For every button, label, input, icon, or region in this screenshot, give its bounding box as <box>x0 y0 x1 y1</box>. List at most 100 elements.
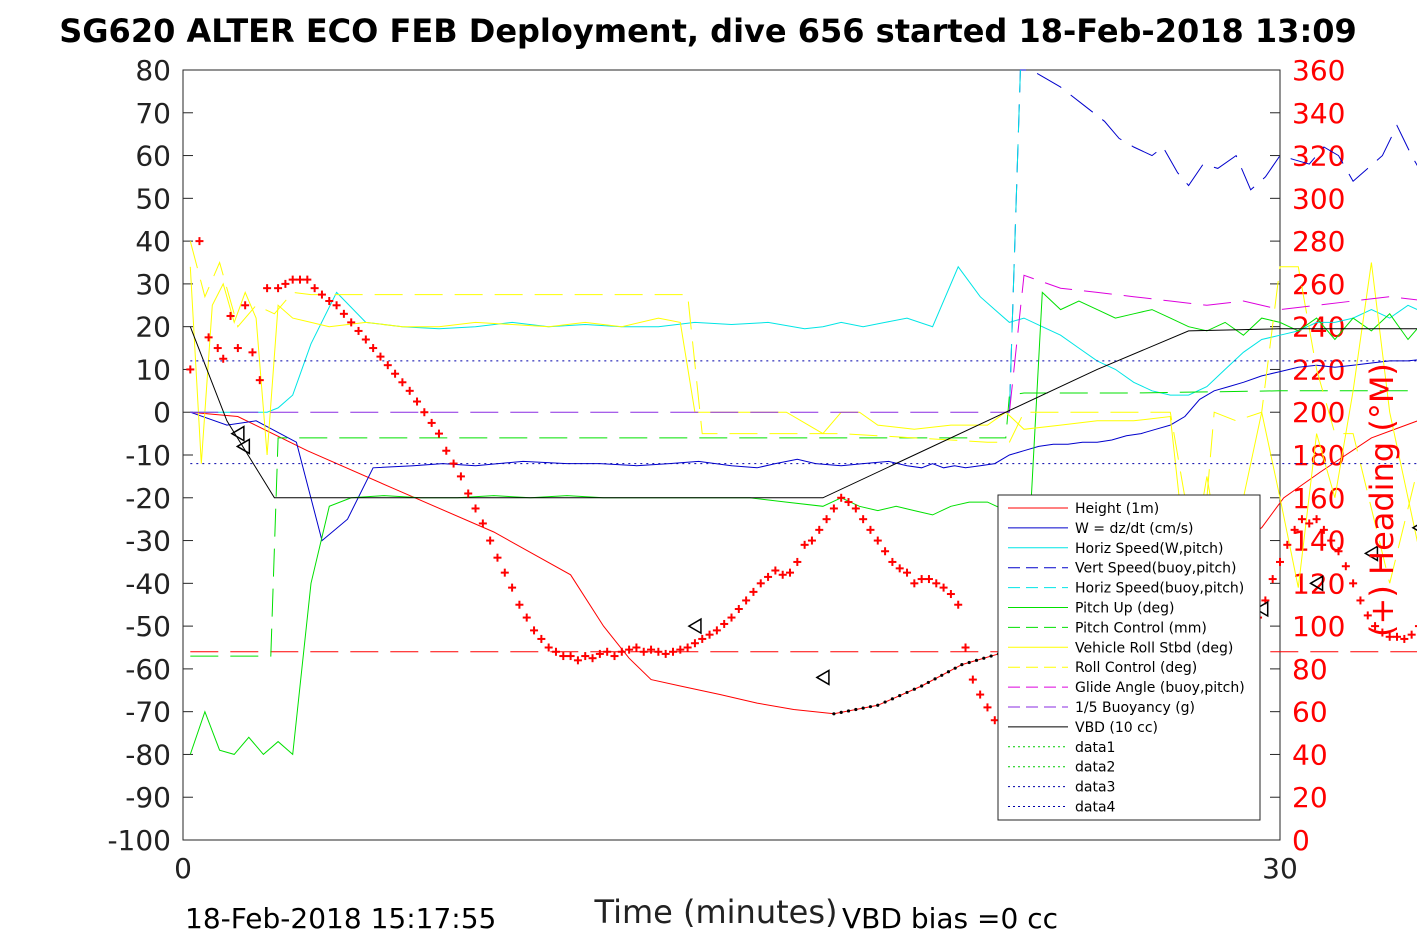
heading-point <box>588 654 597 663</box>
right-tick-label: 220 <box>1292 353 1345 386</box>
triangle-marker <box>815 669 830 686</box>
heading-point <box>712 626 721 635</box>
heading-point <box>1385 632 1394 641</box>
heading-point <box>837 493 846 502</box>
right-tick-label: 40 <box>1292 738 1328 771</box>
heading-point <box>1341 562 1350 571</box>
triangle-marker <box>1309 575 1324 592</box>
heading-point <box>749 587 758 596</box>
heading-point <box>248 348 257 357</box>
heading-point <box>829 504 838 513</box>
triangle-marker <box>1363 545 1379 562</box>
heading-point <box>844 498 853 507</box>
heading-point <box>1319 525 1328 534</box>
legend-label: data1 <box>1075 740 1115 756</box>
left-tick-label: -70 <box>125 696 171 729</box>
heading-point <box>1327 536 1336 545</box>
heading-point <box>219 354 228 363</box>
left-tick-label: 20 <box>135 311 171 344</box>
heading-point <box>639 647 648 656</box>
heading-point <box>910 579 919 588</box>
left-tick-label: 40 <box>135 225 171 258</box>
legend-entry: Horiz Speed(W,pitch) <box>1008 541 1223 557</box>
heading-point <box>668 647 677 656</box>
legend-entry: Pitch Up (deg) <box>1008 601 1174 617</box>
heading-point <box>508 583 517 592</box>
heading-point <box>1400 634 1409 643</box>
right-tick-label: 240 <box>1292 311 1345 344</box>
right-tick-label: 20 <box>1292 781 1328 814</box>
left-tick-label: 80 <box>135 54 171 87</box>
heading-point <box>983 703 992 712</box>
heading-point <box>617 647 626 656</box>
heading-point <box>566 652 575 661</box>
heading-point <box>786 568 795 577</box>
heading-point <box>310 284 319 293</box>
heading-point <box>530 626 539 635</box>
legend-label: Pitch Up (deg) <box>1075 601 1174 617</box>
heading-point <box>756 579 765 588</box>
heading-point <box>888 557 897 566</box>
depth-sample-point <box>953 666 957 670</box>
depth-sample-point <box>832 712 836 716</box>
legend-entry: data2 <box>1008 760 1115 776</box>
series-line-vehicle-roll-stbd-deg <box>189 262 1417 588</box>
legend-entry: 1/5 Buoyancy (g) <box>1008 700 1195 716</box>
depth-sample-point <box>868 705 873 709</box>
legend-entry: Pitch Control (mm) <box>1008 620 1207 636</box>
x-axis: 0 30 <box>174 830 1298 885</box>
heading-point <box>603 647 612 656</box>
series-line-w-dz-dt-cm-s <box>190 359 1417 542</box>
heading-point <box>383 361 392 370</box>
legend-label: Pitch Control (mm) <box>1075 620 1207 636</box>
heading-point <box>1378 628 1387 637</box>
heading-point <box>398 378 407 387</box>
heading-point <box>581 652 590 661</box>
heading-point <box>595 649 604 658</box>
legend-label: Height (1m) <box>1075 501 1159 517</box>
heading-point <box>683 643 692 652</box>
heading-point <box>954 600 963 609</box>
depth-sample-point <box>946 670 951 674</box>
heading-point <box>676 645 685 654</box>
heading-point <box>515 600 524 609</box>
heading-point <box>296 275 305 284</box>
legend-label: VBD (10 cc) <box>1075 720 1158 736</box>
left-tick-label: 30 <box>135 268 171 301</box>
heading-point <box>226 311 235 320</box>
heading-point <box>610 652 619 661</box>
heading-point <box>771 566 780 575</box>
right-tick-label: 100 <box>1292 610 1345 643</box>
heading-point <box>1276 557 1284 566</box>
heading-point <box>347 318 356 327</box>
heading-point <box>881 547 890 556</box>
right-tick-label: 280 <box>1292 225 1345 258</box>
heading-point <box>727 613 736 622</box>
right-tick-label: 300 <box>1292 182 1345 215</box>
left-tick-label: -50 <box>125 610 171 643</box>
legend-label: data3 <box>1075 780 1115 796</box>
legend-entry: Vehicle Roll Stbd (deg) <box>1008 640 1233 656</box>
legend-label: 1/5 Buoyancy (g) <box>1075 700 1195 716</box>
heading-point <box>442 446 451 455</box>
heading-point <box>522 613 531 622</box>
heading-point <box>195 237 204 246</box>
heading-point <box>573 656 582 665</box>
heading-point <box>332 301 341 310</box>
heading-point <box>464 489 473 498</box>
legend-entry: Height (1m) <box>1008 501 1159 517</box>
heading-point <box>255 376 264 385</box>
right-tick-label: 80 <box>1292 653 1328 686</box>
legend-entry: data4 <box>1008 800 1116 816</box>
heading-point <box>478 519 487 528</box>
legend-entry: data3 <box>1008 780 1115 796</box>
heading-point <box>354 326 363 335</box>
heading-point <box>647 645 656 654</box>
heading-point <box>413 397 422 406</box>
legend-label: Horiz Speed(W,pitch) <box>1075 541 1223 557</box>
heading-point <box>1371 622 1380 631</box>
heading-point <box>186 365 195 374</box>
heading-point <box>204 333 213 342</box>
heading-point <box>493 553 502 562</box>
heading-point <box>1290 525 1299 534</box>
